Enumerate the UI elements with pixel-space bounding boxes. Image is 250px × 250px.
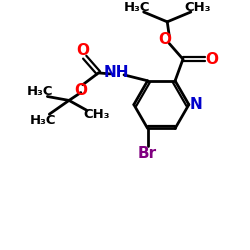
Text: CH₃: CH₃ <box>83 108 110 121</box>
Text: H₃C: H₃C <box>30 114 57 126</box>
Text: CH₃: CH₃ <box>184 0 211 14</box>
Text: N: N <box>189 97 202 112</box>
Text: O: O <box>158 32 171 47</box>
Text: H₃C: H₃C <box>26 85 53 98</box>
Text: O: O <box>76 43 89 58</box>
Text: O: O <box>205 52 218 67</box>
Text: Br: Br <box>138 146 157 162</box>
Text: NH: NH <box>104 66 129 80</box>
Text: O: O <box>74 83 87 98</box>
Text: H₃C: H₃C <box>124 0 150 14</box>
